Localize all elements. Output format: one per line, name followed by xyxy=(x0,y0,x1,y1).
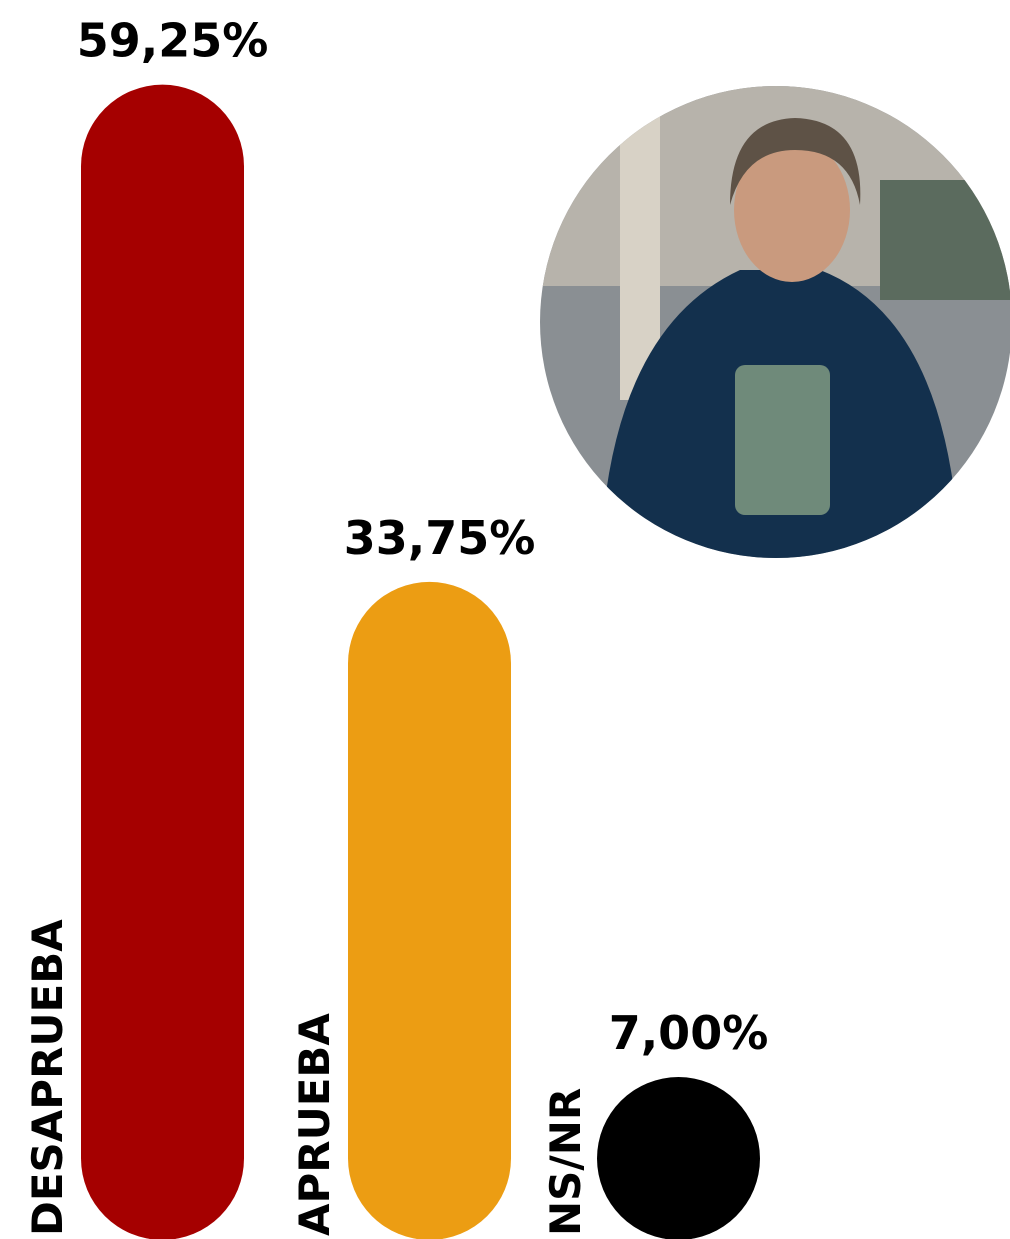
category-label: NS/NR xyxy=(541,1088,590,1236)
bar xyxy=(81,84,244,1239)
category-label: DESAPRUEBA xyxy=(23,919,72,1236)
category-label: APRUEBA xyxy=(290,1013,339,1236)
bar xyxy=(597,1077,760,1239)
bar xyxy=(348,581,511,1239)
value-label: 59,25% xyxy=(77,14,269,68)
photo xyxy=(540,86,1010,558)
value-label: 33,75% xyxy=(344,511,536,565)
value-label: 7,00% xyxy=(609,1006,769,1060)
